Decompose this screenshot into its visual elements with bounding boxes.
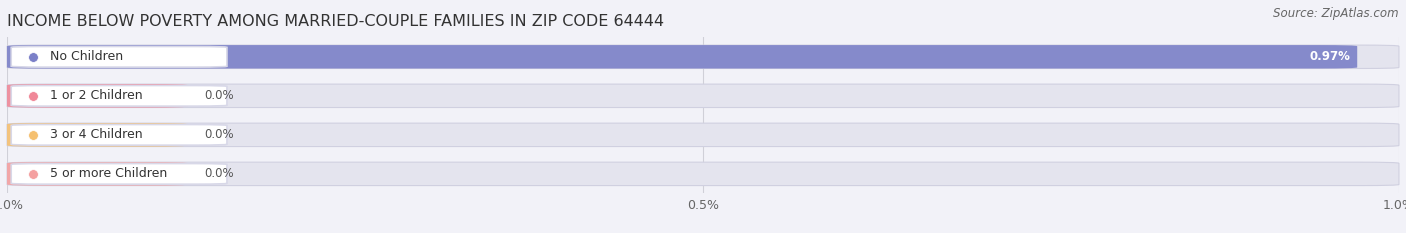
- FancyBboxPatch shape: [7, 123, 1399, 147]
- FancyBboxPatch shape: [11, 125, 226, 145]
- Text: 0.0%: 0.0%: [205, 128, 235, 141]
- Text: 5 or more Children: 5 or more Children: [51, 167, 167, 180]
- FancyBboxPatch shape: [7, 123, 188, 147]
- FancyBboxPatch shape: [11, 86, 226, 106]
- Text: 1 or 2 Children: 1 or 2 Children: [51, 89, 143, 102]
- Text: No Children: No Children: [51, 50, 124, 63]
- FancyBboxPatch shape: [7, 45, 1399, 69]
- FancyBboxPatch shape: [7, 162, 188, 185]
- Text: Source: ZipAtlas.com: Source: ZipAtlas.com: [1274, 7, 1399, 20]
- FancyBboxPatch shape: [7, 84, 188, 108]
- Text: 0.0%: 0.0%: [205, 167, 235, 180]
- FancyBboxPatch shape: [7, 45, 1357, 69]
- FancyBboxPatch shape: [7, 84, 1399, 108]
- Text: 0.97%: 0.97%: [1309, 50, 1350, 63]
- Text: 0.0%: 0.0%: [205, 89, 235, 102]
- FancyBboxPatch shape: [7, 162, 1399, 185]
- FancyBboxPatch shape: [11, 47, 226, 67]
- Text: INCOME BELOW POVERTY AMONG MARRIED-COUPLE FAMILIES IN ZIP CODE 64444: INCOME BELOW POVERTY AMONG MARRIED-COUPL…: [7, 14, 664, 29]
- Text: 3 or 4 Children: 3 or 4 Children: [51, 128, 143, 141]
- FancyBboxPatch shape: [11, 164, 226, 184]
